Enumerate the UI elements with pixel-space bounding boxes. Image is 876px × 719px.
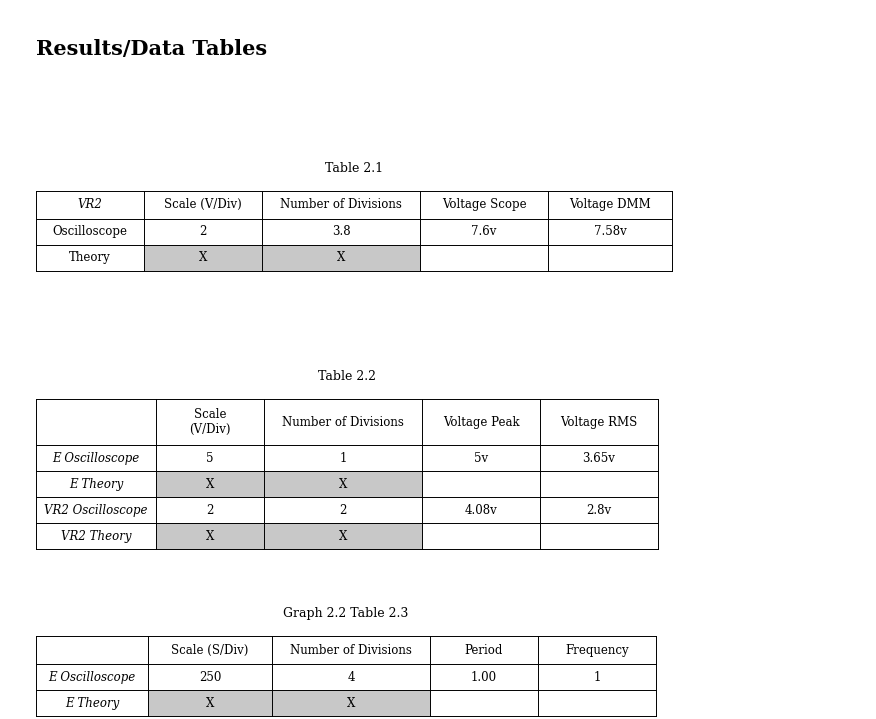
Text: 1: 1 — [339, 452, 347, 464]
Text: Results/Data Tables: Results/Data Tables — [36, 39, 267, 59]
Text: Number of Divisions: Number of Divisions — [282, 416, 404, 429]
Text: Scale (V/Div): Scale (V/Div) — [164, 198, 242, 211]
Text: E Oscilloscope: E Oscilloscope — [53, 452, 139, 464]
Text: 2: 2 — [339, 503, 347, 516]
Text: 2: 2 — [207, 503, 214, 516]
Text: Voltage RMS: Voltage RMS — [561, 416, 638, 429]
Text: Frequency: Frequency — [565, 644, 629, 657]
Text: Voltage DMM: Voltage DMM — [569, 198, 651, 211]
Text: X: X — [206, 530, 215, 543]
Text: X: X — [336, 251, 345, 264]
Text: VR2 Oscilloscope: VR2 Oscilloscope — [45, 503, 148, 516]
Text: Graph 2.2 Table 2.3: Graph 2.2 Table 2.3 — [283, 608, 409, 620]
Text: Scale
(V/Div): Scale (V/Div) — [189, 408, 230, 436]
Text: X: X — [339, 530, 347, 543]
Text: VR2: VR2 — [78, 198, 102, 211]
Text: VR2 Theory: VR2 Theory — [60, 530, 131, 543]
Text: Number of Divisions: Number of Divisions — [290, 644, 412, 657]
Text: Voltage Scope: Voltage Scope — [442, 198, 526, 211]
Text: Table 2.1: Table 2.1 — [325, 162, 383, 175]
Text: 1.00: 1.00 — [471, 671, 497, 684]
Text: 2.8v: 2.8v — [586, 503, 611, 516]
Text: Theory: Theory — [69, 251, 111, 264]
Text: E Oscilloscope: E Oscilloscope — [48, 671, 136, 684]
Text: 7.6v: 7.6v — [471, 225, 497, 238]
Text: E Theory: E Theory — [65, 697, 119, 710]
Text: 3.65v: 3.65v — [583, 452, 616, 464]
Text: 1: 1 — [593, 671, 601, 684]
Text: Number of Divisions: Number of Divisions — [280, 198, 402, 211]
Text: X: X — [206, 477, 215, 490]
Text: Period: Period — [465, 644, 503, 657]
Text: 5v: 5v — [474, 452, 488, 464]
Text: Voltage Peak: Voltage Peak — [442, 416, 519, 429]
Text: X: X — [347, 697, 355, 710]
Text: 5: 5 — [206, 452, 214, 464]
Text: E Theory: E Theory — [69, 477, 124, 490]
Text: Oscilloscope: Oscilloscope — [53, 225, 128, 238]
Text: X: X — [206, 697, 215, 710]
Text: X: X — [339, 477, 347, 490]
Text: 4: 4 — [347, 671, 355, 684]
Text: 250: 250 — [199, 671, 221, 684]
Text: 4.08v: 4.08v — [464, 503, 498, 516]
Text: X: X — [199, 251, 208, 264]
Text: 2: 2 — [200, 225, 207, 238]
Text: Table 2.2: Table 2.2 — [318, 370, 376, 383]
Text: Scale (S/Div): Scale (S/Div) — [172, 644, 249, 657]
Text: 7.58v: 7.58v — [594, 225, 626, 238]
Text: 3.8: 3.8 — [332, 225, 350, 238]
